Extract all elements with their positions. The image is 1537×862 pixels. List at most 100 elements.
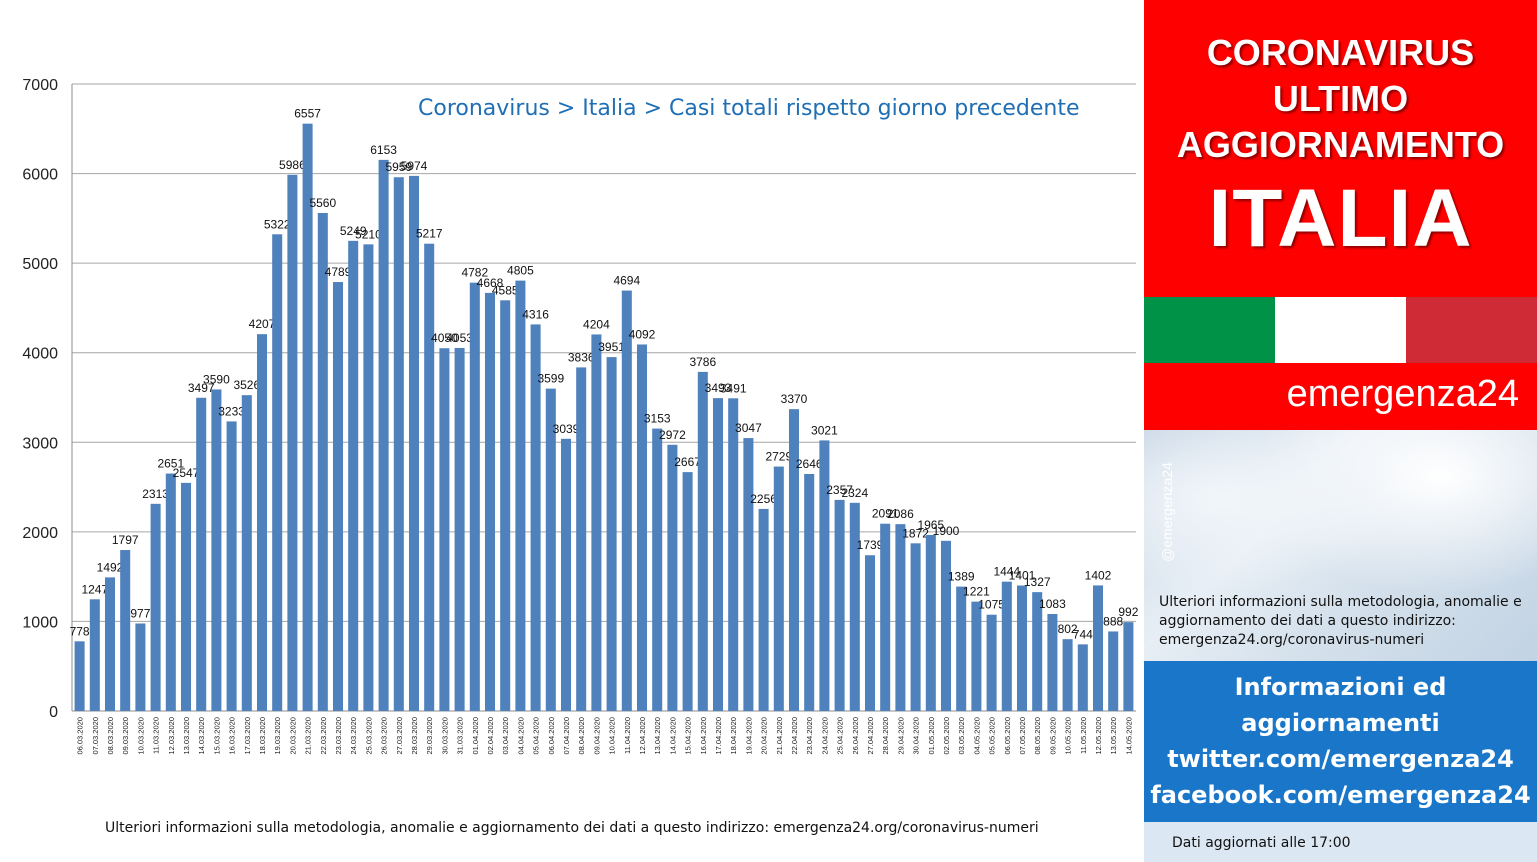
headline-coronavirus: CORONAVIRUS (1206, 32, 1475, 73)
x-tick-label: 16.04.2020 (699, 717, 708, 755)
brand-name: emergenza24 (1286, 373, 1519, 415)
bar (804, 473, 815, 711)
x-tick-label: 24.03.2020 (349, 717, 358, 755)
data-label: 888 (1103, 614, 1123, 628)
social-handle: @emergenza24 (1150, 460, 1184, 580)
bar (697, 371, 708, 711)
data-label: 6557 (294, 107, 321, 121)
data-label: 1075 (978, 598, 1005, 612)
bar (560, 438, 572, 711)
bar (515, 280, 526, 711)
data-label: 1965 (917, 518, 944, 532)
x-tick-label: 21.04.2020 (775, 717, 784, 755)
flag-green-stripe (1144, 297, 1275, 363)
bar (758, 508, 769, 711)
data-label: 2091 (872, 507, 899, 521)
data-label: 3021 (811, 423, 838, 437)
bar (454, 347, 465, 711)
headline-aggiornamento: AGGIORNAMENTO (1176, 124, 1505, 165)
bar (834, 499, 845, 711)
bar (1047, 613, 1058, 711)
x-tick-label: 29.03.2020 (425, 717, 434, 755)
data-label: 5210 (355, 227, 382, 241)
bar (530, 324, 541, 711)
data-label: 3233 (218, 404, 245, 418)
bar (317, 212, 328, 712)
bar (469, 282, 480, 711)
data-label: 2729 (765, 450, 792, 464)
twitter-link[interactable]: twitter.com/emergenza24 (1167, 745, 1514, 773)
bar (940, 540, 952, 711)
x-tick-label: 02.04.2020 (486, 717, 495, 755)
data-label: 6153 (370, 143, 397, 157)
bar (104, 577, 116, 711)
bar (956, 586, 967, 711)
data-label: 1327 (1024, 575, 1051, 589)
data-label: 3526 (233, 378, 260, 392)
x-tick-label: 11.04.2020 (623, 717, 632, 754)
bar (500, 300, 511, 711)
x-tick-label: 26.03.2020 (380, 717, 389, 755)
background-photo: @emergenza24 Ulteriori informazioni sull… (1144, 430, 1537, 661)
chart-footer-note: Ulteriori informazioni sulla metodologia… (105, 820, 1039, 836)
x-tick-label: 07.04.2020 (562, 717, 571, 755)
x-tick-label: 01.05.2020 (927, 717, 936, 755)
bar (895, 524, 906, 711)
bar (348, 240, 359, 711)
facebook-link[interactable]: facebook.com/emergenza24 (1150, 781, 1531, 809)
y-tick-label: 5000 (22, 256, 58, 273)
x-tick-label: 10.05.2020 (1064, 717, 1073, 755)
x-tick-label: 12.03.2020 (167, 717, 176, 755)
x-tick-label: 01.04.2020 (471, 717, 480, 755)
bar (272, 234, 283, 712)
data-label: 802 (1058, 622, 1078, 636)
x-tick-label: 05.05.2020 (988, 717, 997, 755)
bar (576, 367, 587, 711)
bar (743, 438, 754, 711)
data-label: 1872 (902, 526, 929, 540)
bar (363, 244, 374, 711)
data-label: 3039 (553, 422, 580, 436)
data-label: 1492 (97, 560, 124, 574)
x-tick-label: 17.03.2020 (243, 717, 252, 755)
data-label: 2646 (796, 457, 823, 471)
x-tick-label: 08.05.2020 (1033, 717, 1042, 755)
bar (196, 397, 207, 711)
x-tick-label: 08.03.2020 (106, 717, 115, 755)
data-label: 3047 (735, 421, 762, 435)
bar (788, 409, 800, 711)
contact-band: Informazioni ed aggiornamenti twitter.co… (1144, 661, 1537, 822)
bar (256, 334, 268, 711)
data-label: 1247 (81, 582, 108, 596)
x-tick-label: 07.03.2020 (91, 717, 100, 755)
x-tick-label: 02.05.2020 (942, 717, 951, 755)
contact-line-1: Informazioni ed (1234, 673, 1447, 701)
data-label: 1900 (933, 524, 960, 538)
x-tick-label: 03.05.2020 (957, 717, 966, 755)
x-tick-label: 29.04.2020 (896, 717, 905, 755)
x-tick-label: 28.04.2020 (881, 717, 890, 755)
x-tick-label: 11.05.2020 (1079, 717, 1088, 754)
bar (424, 243, 435, 711)
x-tick-label: 27.04.2020 (866, 717, 875, 755)
bar (925, 534, 936, 711)
headline-italia: ITALIA (1208, 173, 1473, 264)
bar (591, 334, 602, 711)
data-label: 1401 (1009, 569, 1036, 583)
headline-block: CORONAVIRUS ULTIMO AGGIORNAMENTO ITALIA (1144, 0, 1537, 297)
data-label: 3951 (598, 340, 625, 354)
data-label: 3491 (720, 381, 747, 395)
x-tick-label: 18.03.2020 (258, 717, 267, 755)
social-handle-text: @emergenza24 (1159, 462, 1175, 562)
x-tick-label: 13.04.2020 (653, 717, 662, 755)
x-tick-label: 06.04.2020 (547, 717, 556, 755)
y-tick-label: 2000 (22, 525, 58, 542)
data-label: 4092 (629, 327, 656, 341)
update-band: Dati aggiornati alle 17:00 (1144, 822, 1537, 862)
headline-ultimo: ULTIMO (1272, 78, 1409, 119)
x-tick-label: 22.03.2020 (319, 717, 328, 755)
x-tick-label: 09.05.2020 (1048, 717, 1057, 755)
bar (287, 174, 298, 711)
bar (1001, 581, 1012, 711)
x-tick-label: 14.04.2020 (668, 717, 677, 755)
